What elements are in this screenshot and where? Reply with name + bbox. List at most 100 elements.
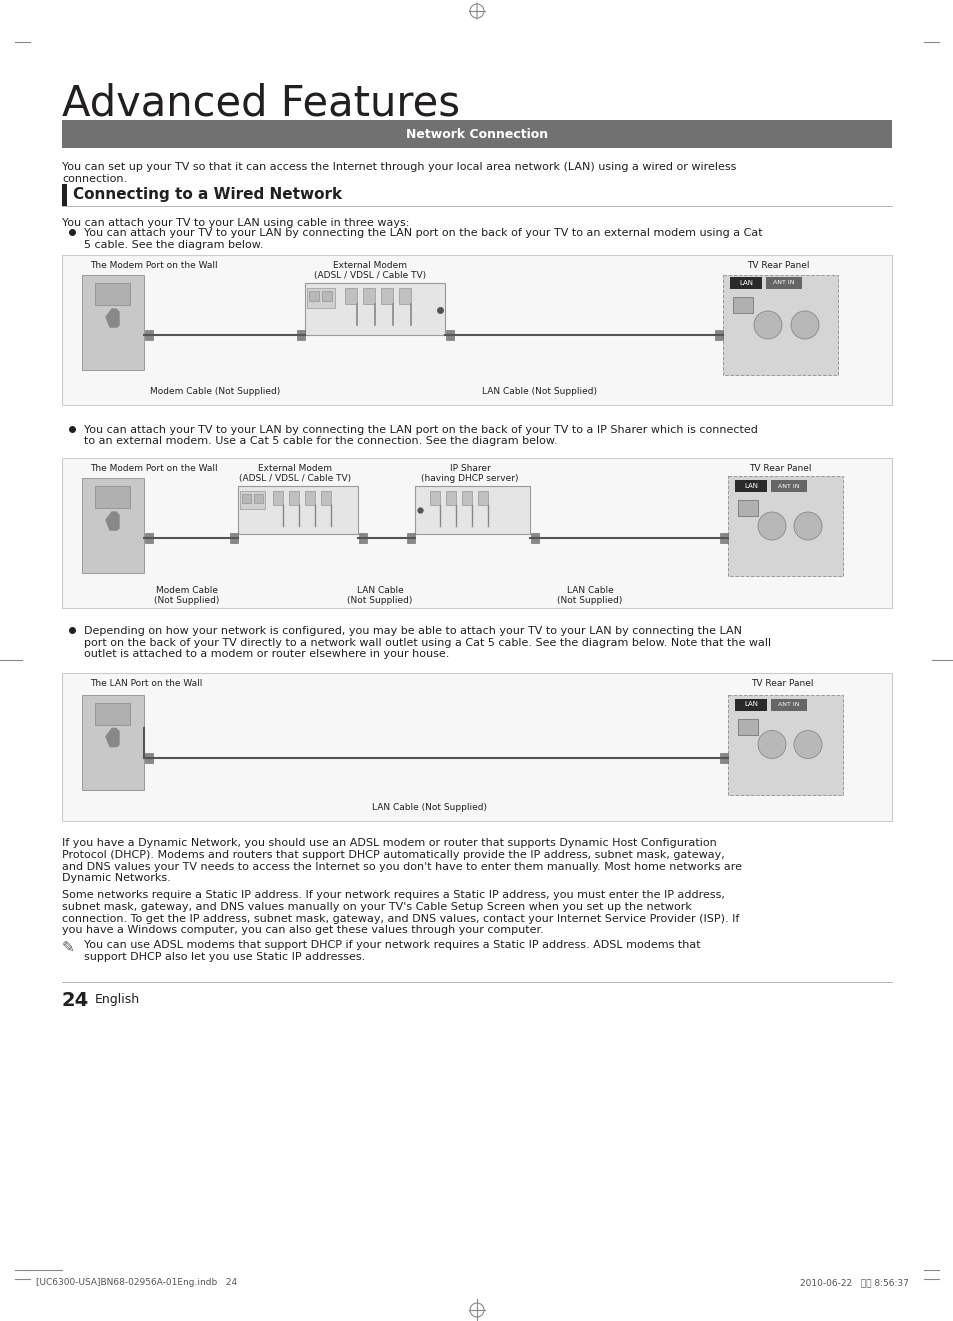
Text: ANT IN: ANT IN: [773, 280, 794, 285]
Bar: [322, 291, 332, 301]
Text: ANT IN: ANT IN: [778, 701, 799, 707]
Circle shape: [753, 310, 781, 339]
Bar: [305, 491, 314, 505]
Text: LAN Cable: LAN Cable: [356, 587, 403, 594]
Bar: [82, 695, 144, 790]
Bar: [237, 486, 357, 534]
Text: LAN: LAN: [743, 483, 758, 489]
Bar: [230, 532, 237, 543]
Bar: [145, 532, 152, 543]
Text: If you have a Dynamic Network, you should use an ADSL modem or router that suppo: If you have a Dynamic Network, you shoul…: [62, 839, 716, 848]
Bar: [461, 491, 472, 505]
Text: LAN Cable: LAN Cable: [566, 587, 613, 594]
Circle shape: [790, 310, 818, 339]
Polygon shape: [106, 309, 119, 328]
Bar: [415, 486, 530, 534]
Text: LAN Cable (Not Supplied): LAN Cable (Not Supplied): [372, 802, 487, 811]
Text: subnet mask, gateway, and DNS values manually on your TV's Cable Setup Screen wh: subnet mask, gateway, and DNS values man…: [62, 902, 691, 911]
Bar: [95, 703, 130, 724]
Polygon shape: [106, 513, 119, 530]
Bar: [722, 275, 837, 375]
Bar: [309, 291, 318, 301]
Bar: [62, 120, 891, 148]
Bar: [296, 330, 305, 339]
Bar: [398, 288, 411, 304]
Text: LAN: LAN: [739, 280, 752, 287]
Text: 24: 24: [62, 992, 90, 1011]
Text: Depending on how your network is configured, you may be able to attach your TV t: Depending on how your network is configu…: [84, 626, 741, 635]
Text: IP Sharer: IP Sharer: [449, 464, 490, 473]
Text: TV Rear Panel: TV Rear Panel: [750, 679, 812, 687]
Bar: [305, 283, 444, 336]
Text: You can attach your TV to your LAN by connecting the LAN port on the back of you: You can attach your TV to your LAN by co…: [84, 425, 757, 435]
Text: You can attach your TV to your LAN using cable in three ways:: You can attach your TV to your LAN using…: [62, 218, 409, 229]
Bar: [320, 491, 331, 505]
Text: ANT IN: ANT IN: [778, 483, 799, 489]
Bar: [407, 532, 415, 543]
Text: (Not Supplied): (Not Supplied): [557, 596, 622, 605]
Bar: [734, 699, 766, 711]
Circle shape: [758, 731, 785, 758]
Text: Modem Cable (Not Supplied): Modem Cable (Not Supplied): [150, 387, 280, 396]
Bar: [430, 491, 439, 505]
Text: ✎: ✎: [62, 941, 74, 955]
Bar: [62, 672, 891, 820]
Bar: [253, 494, 263, 503]
Circle shape: [758, 513, 785, 540]
Text: Some networks require a Static IP address. If your network requires a Static IP : Some networks require a Static IP addres…: [62, 890, 724, 901]
Text: TV Rear Panel: TV Rear Panel: [748, 464, 810, 473]
Bar: [770, 699, 806, 711]
Text: LAN Cable (Not Supplied): LAN Cable (Not Supplied): [482, 387, 597, 396]
Polygon shape: [106, 728, 119, 746]
Bar: [363, 288, 375, 304]
Text: LAN: LAN: [743, 701, 758, 708]
Bar: [62, 458, 891, 608]
Bar: [734, 480, 766, 491]
Text: English: English: [95, 993, 140, 1007]
Bar: [720, 532, 727, 543]
Bar: [62, 255, 891, 406]
Text: Dynamic Networks.: Dynamic Networks.: [62, 873, 171, 882]
Text: The Modem Port on the Wall: The Modem Port on the Wall: [90, 262, 217, 269]
Bar: [273, 491, 283, 505]
Text: and DNS values your TV needs to access the Internet so you don't have to enter t: and DNS values your TV needs to access t…: [62, 861, 741, 872]
Circle shape: [793, 731, 821, 758]
Bar: [770, 480, 806, 491]
Text: to an external modem. Use a Cat 5 cable for the connection. See the diagram belo: to an external modem. Use a Cat 5 cable …: [84, 436, 558, 446]
Bar: [446, 491, 456, 505]
Text: [UC6300-USA]BN68-02956A-01Eng.indb   24: [UC6300-USA]BN68-02956A-01Eng.indb 24: [36, 1277, 237, 1287]
Bar: [738, 719, 758, 734]
Bar: [714, 330, 722, 339]
Bar: [345, 288, 356, 304]
Text: You can use ADSL modems that support DHCP if your network requires a Static IP a: You can use ADSL modems that support DHC…: [84, 941, 700, 951]
Text: (having DHCP server): (having DHCP server): [421, 474, 518, 483]
Text: The Modem Port on the Wall: The Modem Port on the Wall: [90, 464, 217, 473]
Text: (Not Supplied): (Not Supplied): [154, 596, 219, 605]
Bar: [289, 491, 298, 505]
Bar: [727, 476, 842, 576]
Text: support DHCP also let you use Static IP addresses.: support DHCP also let you use Static IP …: [84, 952, 365, 962]
Bar: [358, 532, 367, 543]
Bar: [477, 491, 488, 505]
Text: outlet is attached to a modem or router elsewhere in your house.: outlet is attached to a modem or router …: [84, 649, 449, 659]
Text: Connecting to a Wired Network: Connecting to a Wired Network: [73, 188, 342, 202]
Bar: [765, 277, 801, 289]
Text: you have a Windows computer, you can also get these values through your computer: you have a Windows computer, you can als…: [62, 925, 543, 935]
Bar: [720, 753, 727, 762]
Bar: [738, 501, 758, 517]
Bar: [95, 283, 130, 305]
Text: (Not Supplied): (Not Supplied): [347, 596, 413, 605]
Text: You can set up your TV so that it can access the Internet through your local are: You can set up your TV so that it can ac…: [62, 162, 736, 184]
Bar: [307, 288, 335, 308]
Text: (ADSL / VDSL / Cable TV): (ADSL / VDSL / Cable TV): [238, 474, 351, 483]
Circle shape: [793, 513, 821, 540]
Text: External Modem: External Modem: [257, 464, 332, 473]
Text: Advanced Features: Advanced Features: [62, 82, 459, 124]
Bar: [380, 288, 393, 304]
Bar: [242, 494, 251, 503]
Bar: [82, 478, 144, 573]
Text: External Modem: External Modem: [333, 262, 407, 269]
Text: port on the back of your TV directly to a network wall outlet using a Cat 5 cabl: port on the back of your TV directly to …: [84, 638, 770, 647]
Bar: [446, 330, 454, 339]
Bar: [82, 275, 144, 370]
